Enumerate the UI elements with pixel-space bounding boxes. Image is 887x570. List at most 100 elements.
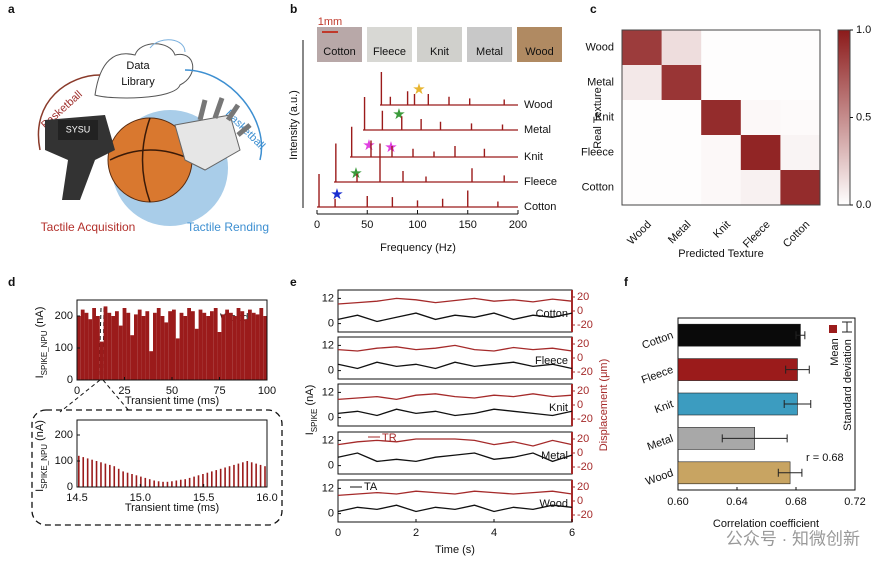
spike	[197, 475, 200, 487]
sample-label: Cotton	[323, 46, 355, 58]
y-tick-label: 100	[55, 455, 73, 467]
error-bar	[785, 365, 810, 374]
cloud	[94, 43, 194, 99]
panel-label: b	[290, 2, 297, 16]
category-label: Metal	[646, 433, 675, 453]
robot-finger	[197, 97, 252, 137]
colorbar-tick-label: 0.0	[856, 199, 871, 211]
spike	[166, 481, 169, 487]
y-tick-label: 0	[328, 365, 334, 377]
spike	[179, 479, 182, 487]
cell	[780, 170, 821, 206]
spike	[160, 316, 165, 380]
spike	[198, 309, 203, 380]
axis-label-part: (nA)	[304, 385, 316, 409]
spike	[168, 311, 172, 380]
spike	[88, 319, 93, 380]
cell	[780, 30, 821, 66]
spike	[111, 316, 115, 380]
y-tick-label: 200	[55, 310, 73, 322]
spike	[109, 464, 111, 487]
spike	[224, 467, 226, 487]
bar	[677, 461, 791, 485]
bar	[677, 358, 798, 381]
spike	[259, 464, 262, 487]
spike	[213, 308, 218, 380]
spike	[145, 311, 150, 380]
spike	[232, 316, 237, 380]
spike	[148, 479, 151, 487]
spike	[244, 319, 248, 380]
spike	[259, 308, 264, 380]
spike	[206, 316, 210, 380]
legend-text: TR	[382, 432, 397, 444]
spike	[171, 481, 173, 487]
cell	[740, 100, 781, 136]
spike	[78, 455, 80, 487]
legend-text: Mean	[829, 338, 841, 366]
cell	[661, 170, 702, 206]
axis-label: ISPIKE_NPU (nA)	[34, 307, 49, 379]
x-tick-label: 2	[413, 527, 419, 539]
y2-tick-label: 0	[577, 495, 583, 507]
series-label: Metal	[541, 450, 568, 462]
category-label: Knit	[653, 398, 675, 416]
tr-line	[337, 297, 573, 305]
y2-tick-label: 20	[577, 385, 589, 397]
cell	[661, 135, 702, 171]
spike	[217, 332, 222, 380]
spike	[122, 471, 124, 487]
spike	[264, 466, 266, 487]
legend-swatch	[829, 325, 837, 333]
axis-label-part: (nA)	[34, 420, 46, 444]
y-tick-label: 12	[322, 434, 334, 446]
spike	[175, 338, 180, 380]
spike	[172, 309, 176, 380]
spike	[118, 325, 123, 380]
spike	[82, 457, 85, 487]
bar	[677, 392, 798, 416]
spike	[99, 341, 104, 380]
series-label: Cotton	[524, 201, 556, 213]
spike	[137, 309, 142, 380]
spike	[206, 472, 209, 487]
colorbar-tick-label: 0.5	[856, 111, 871, 123]
x-axis-label: Time (s)	[435, 544, 475, 556]
spike	[202, 312, 207, 380]
inset-box	[31, 409, 283, 526]
cloud-text: Data	[126, 60, 150, 72]
x-tick-label: 200	[509, 219, 527, 231]
sample-image	[467, 27, 512, 62]
spike	[229, 312, 233, 380]
cell	[661, 30, 702, 66]
frame	[337, 431, 573, 475]
colorbar-tick-label: 1.0	[856, 24, 871, 36]
scale-bar-label: 1mm	[318, 16, 342, 28]
x-tick-label: 25	[118, 385, 130, 397]
cell	[661, 100, 702, 136]
caption: Tactile Rending	[187, 220, 269, 234]
legend-swatch	[842, 321, 852, 333]
ta-line	[337, 312, 573, 323]
x-tick-label: 100	[258, 385, 276, 397]
spike	[211, 471, 213, 487]
ta-line	[337, 361, 573, 370]
category-label: Cotton	[640, 329, 675, 351]
y2-tick-label: -20	[577, 319, 593, 331]
spike	[141, 316, 146, 380]
y-tick-label: 0	[67, 374, 73, 386]
axis-label-part: I	[34, 489, 46, 492]
spike	[140, 476, 142, 487]
ta-line	[337, 408, 573, 417]
x-tick-label: 100	[408, 219, 426, 231]
row-label: Fleece	[581, 146, 614, 158]
axis-label-part: SPIKE	[310, 409, 319, 433]
watermark: 公众号 · 知微创新	[726, 529, 860, 548]
caption: Tactile Acquisition	[41, 220, 136, 234]
x-tick-label: 75	[213, 385, 225, 397]
spike	[103, 306, 108, 380]
cell	[622, 65, 663, 101]
spike	[184, 479, 186, 487]
frame	[76, 419, 268, 488]
